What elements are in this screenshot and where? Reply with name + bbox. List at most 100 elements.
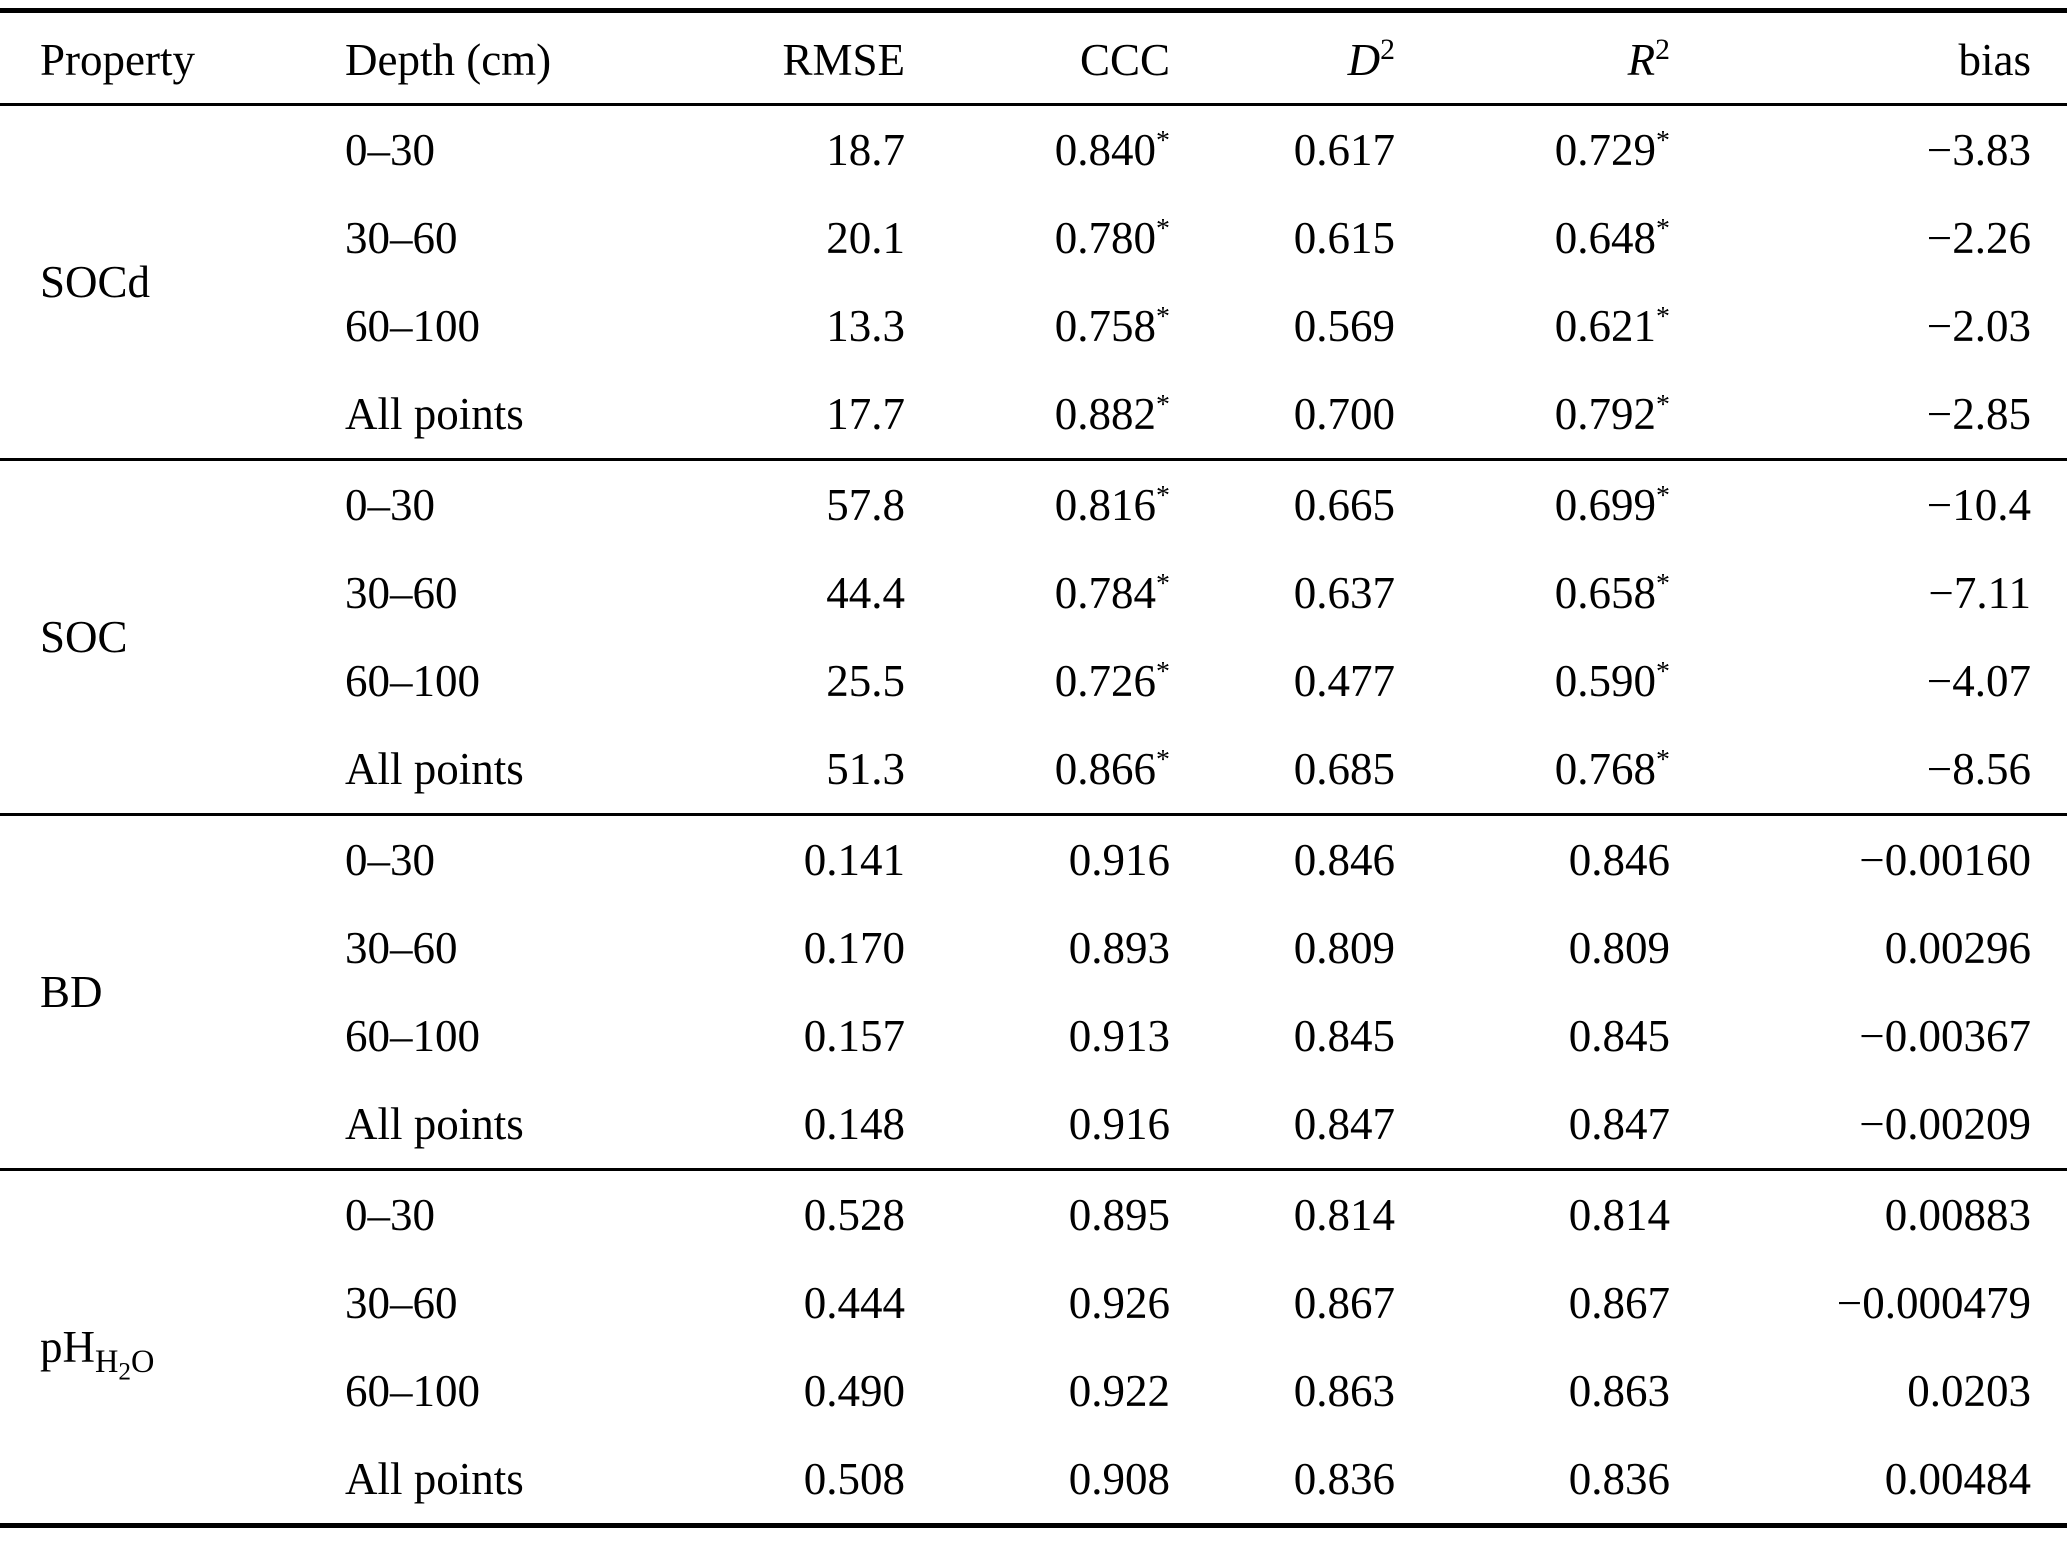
d2-cell: 0.814 — [1170, 1168, 1395, 1259]
r2-cell: 0.699* — [1395, 458, 1670, 549]
rmse-cell: 44.4 — [826, 568, 905, 618]
rmse-cell: 0.148 — [803, 1099, 905, 1149]
d2-cell: 0.685 — [1293, 744, 1395, 794]
d2-cell: 0.617 — [1170, 103, 1395, 194]
depth-cell: 60–100 — [345, 1011, 480, 1061]
d2-cell: 0.846 — [1170, 813, 1395, 904]
ccc-cell: 0.916 — [1068, 1099, 1170, 1149]
property-label: SOC — [40, 612, 128, 662]
r2-cell: 0.867 — [1568, 1278, 1670, 1328]
significance-star: * — [1656, 744, 1670, 775]
depth-cell: 60–100 — [345, 656, 480, 706]
significance-star: * — [1156, 744, 1170, 775]
ccc-cell: 0.866* — [1054, 744, 1170, 794]
model-validation-metrics-table: Property Depth (cm) RMSE CCC D2 R2 bias … — [0, 8, 2067, 1528]
significance-star: * — [1656, 389, 1670, 420]
property-label: SOCd — [40, 257, 151, 307]
property-cell-socd: SOCd — [0, 103, 345, 460]
significance-star: * — [1656, 656, 1670, 687]
d2-cell: 0.867 — [1293, 1278, 1395, 1328]
bias-cell: −4.07 — [1926, 656, 2031, 706]
bias-cell: 0.00484 — [1884, 1454, 2031, 1504]
table-row: All points 17.7 0.882* 0.700 0.792* −2.8… — [0, 370, 2067, 460]
property-cell-ph-h2o: pHH2O — [0, 1168, 345, 1526]
significance-star: * — [1156, 301, 1170, 332]
ccc-cell: 0.758* — [1054, 301, 1170, 351]
column-header-depth: Depth (cm) — [345, 10, 665, 106]
bias-cell: −7.11 — [1928, 568, 2031, 618]
ccc-cell: 0.816* — [905, 458, 1170, 549]
d2-cell: 0.863 — [1293, 1366, 1395, 1416]
bias-cell: −10.4 — [1670, 458, 2067, 549]
ccc-cell: 0.840* — [905, 103, 1170, 194]
property-cell-soc: SOC — [0, 458, 345, 815]
bias-cell: −0.00367 — [1859, 1011, 2031, 1061]
ccc-cell: 0.916 — [905, 813, 1170, 904]
d2-cell: 0.836 — [1293, 1454, 1395, 1504]
ccc-cell: 0.908 — [1068, 1454, 1170, 1504]
depth-cell: All points — [345, 1454, 524, 1504]
bias-cell: 0.00883 — [1670, 1168, 2067, 1259]
ccc-cell: 0.922 — [1068, 1366, 1170, 1416]
rmse-cell: 25.5 — [826, 656, 905, 706]
significance-star: * — [1656, 213, 1670, 244]
depth-cell: 30–60 — [345, 923, 458, 973]
d2-cell: 0.809 — [1293, 923, 1395, 973]
depth-cell: 0–30 — [345, 813, 665, 904]
depth-cell: 0–30 — [345, 1168, 665, 1259]
d2-cell: 0.845 — [1293, 1011, 1395, 1061]
r2-cell: 0.792* — [1554, 389, 1670, 439]
table-row: 60–100 25.5 0.726* 0.477 0.590* −4.07 — [0, 637, 2067, 725]
significance-star: * — [1156, 389, 1170, 420]
r2-cell: 0.590* — [1554, 656, 1670, 706]
bias-cell: −8.56 — [1926, 744, 2031, 794]
r2-cell: 0.768* — [1554, 744, 1670, 794]
table-row: 30–60 20.1 0.780* 0.615 0.648* −2.26 — [0, 194, 2067, 282]
d2-symbol: D — [1347, 35, 1381, 85]
depth-cell: All points — [345, 744, 524, 794]
depth-cell: 60–100 — [345, 301, 480, 351]
column-header-rmse: RMSE — [665, 10, 905, 106]
rmse-cell: 0.157 — [803, 1011, 905, 1061]
significance-star: * — [1656, 480, 1670, 511]
r2-cell: 0.621* — [1554, 301, 1670, 351]
depth-cell: 0–30 — [345, 458, 665, 549]
r2-exponent: 2 — [1655, 34, 1670, 66]
table-row: BD 0–30 0.141 0.916 0.846 0.846 −0.00160 — [0, 813, 2067, 1170]
depth-cell: 30–60 — [345, 1278, 458, 1328]
d2-exponent: 2 — [1380, 34, 1395, 66]
ccc-cell: 0.726* — [1054, 656, 1170, 706]
significance-star: * — [1656, 301, 1670, 332]
table-row: All points 0.148 0.916 0.847 0.847 −0.00… — [0, 1080, 2067, 1170]
rmse-cell: 0.444 — [803, 1278, 905, 1328]
r2-cell: 0.863 — [1568, 1366, 1670, 1416]
depth-cell: 0–30 — [345, 103, 665, 194]
rmse-cell: 20.1 — [826, 213, 905, 263]
rmse-cell: 18.7 — [665, 103, 905, 194]
d2-cell: 0.700 — [1293, 389, 1395, 439]
rmse-cell: 0.528 — [665, 1168, 905, 1259]
d2-cell: 0.665 — [1170, 458, 1395, 549]
significance-star: * — [1156, 480, 1170, 511]
table-row: 60–100 0.157 0.913 0.845 0.845 −0.00367 — [0, 992, 2067, 1080]
rmse-cell: 51.3 — [826, 744, 905, 794]
ccc-cell: 0.913 — [1068, 1011, 1170, 1061]
r2-cell: 0.845 — [1568, 1011, 1670, 1061]
bias-cell: 0.00296 — [1884, 923, 2031, 973]
ccc-cell: 0.895 — [905, 1168, 1170, 1259]
column-header-r2: R2 — [1395, 10, 1670, 106]
depth-cell: All points — [345, 389, 524, 439]
ccc-cell: 0.784* — [1054, 568, 1170, 618]
rmse-cell: 13.3 — [826, 301, 905, 351]
r2-cell: 0.846 — [1395, 813, 1670, 904]
bias-cell: −2.03 — [1926, 301, 2031, 351]
rmse-cell: 0.170 — [803, 923, 905, 973]
r2-cell: 0.836 — [1568, 1454, 1670, 1504]
bias-cell: 0.0203 — [1907, 1366, 2031, 1416]
significance-star: * — [1156, 568, 1170, 599]
property-label: BD — [40, 967, 103, 1017]
r2-cell: 0.814 — [1395, 1168, 1670, 1259]
r2-symbol: R — [1627, 35, 1656, 85]
column-header-bias: bias — [1670, 10, 2067, 106]
significance-star: * — [1656, 125, 1670, 156]
